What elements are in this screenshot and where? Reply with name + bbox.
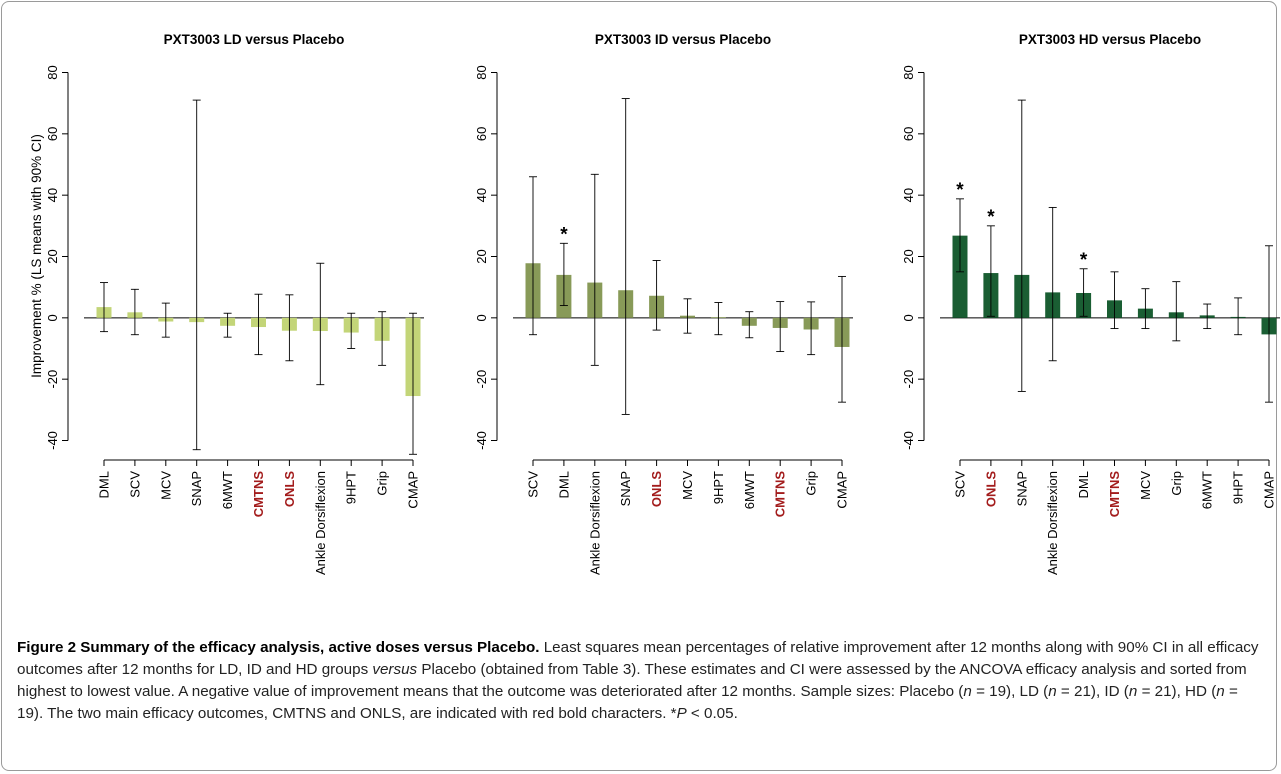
x-tick-label: Ankle Dorsiflexion xyxy=(313,471,328,575)
x-tick-label: CMAP xyxy=(1262,471,1277,509)
caption-size-3: = 21), HD ( xyxy=(1141,683,1217,700)
panel-title: PXT3003 ID versus Placebo xyxy=(595,32,771,47)
bar xyxy=(952,235,968,318)
x-tick-label: CMTNS xyxy=(1107,471,1122,518)
caption-title: Figure 2 Summary of the efficacy analysi… xyxy=(17,639,540,656)
x-tick-label: 9HPT xyxy=(1231,471,1246,504)
x-tick-label: SNAP xyxy=(189,471,204,506)
y-tick-label: 20 xyxy=(901,249,916,263)
caption-italic-versus: versus xyxy=(372,661,418,678)
x-tick-label: 9HPT xyxy=(344,471,359,504)
significance-marker: * xyxy=(560,224,568,245)
x-tick-label: MCV xyxy=(1138,471,1153,500)
caption-size-2: = 21), ID ( xyxy=(1060,683,1129,700)
y-tick-label: 20 xyxy=(45,249,60,263)
caption-text-2: Placebo (obtained from Table 3). These e… xyxy=(17,661,1247,700)
caption-p-symbol: P xyxy=(676,705,687,722)
x-tick-label: SNAP xyxy=(618,471,633,506)
y-tick-label: 60 xyxy=(45,127,60,141)
caption-n-1: n xyxy=(963,683,972,700)
caption-size-4: = 19). The two main efficacy outcomes, C… xyxy=(17,683,1238,722)
x-tick-label: SNAP xyxy=(1014,471,1029,506)
y-tick-label: -20 xyxy=(474,370,489,389)
x-tick-label: DML xyxy=(1076,471,1091,498)
y-tick-label: -20 xyxy=(45,370,60,389)
x-tick-label: Ankle Dorsiflexion xyxy=(587,471,602,575)
x-tick-label: ONLS xyxy=(983,471,998,507)
caption-size-1: = 19), LD ( xyxy=(976,683,1049,700)
x-tick-label: DML xyxy=(556,471,571,498)
x-tick-label: MCV xyxy=(680,471,695,500)
x-tick-label: SCV xyxy=(953,471,968,498)
panel-title: PXT3003 HD versus Placebo xyxy=(1019,32,1201,47)
y-tick-label: -40 xyxy=(901,431,916,450)
significance-marker: * xyxy=(956,180,964,201)
caption-n-3: n xyxy=(1128,683,1138,700)
x-tick-label: CMTNS xyxy=(773,471,788,518)
y-tick-label: 20 xyxy=(474,249,489,263)
figure-charts: PXT3003 LD versus Placebo -40 -20 0 20 40 60 80… xyxy=(29,32,1280,575)
y-axis-label: Improvement % (LS means with 90% CI) xyxy=(29,134,44,378)
y-tick-label: 80 xyxy=(474,65,489,79)
x-tick-label: CMAP xyxy=(406,471,421,509)
x-tick-label: Grip xyxy=(1169,471,1184,496)
caption-text-1: Least squares mean percentages of relati… xyxy=(17,639,1259,678)
x-tick-label: 9HPT xyxy=(711,471,726,504)
y-tick-label: 0 xyxy=(45,314,60,321)
significance-marker: * xyxy=(1080,250,1088,271)
y-tick-label: 60 xyxy=(901,127,916,141)
x-tick-label: Grip xyxy=(375,471,390,496)
x-tick-label: Grip xyxy=(804,471,819,496)
panel-2: PXT3003 ID versus Placebo -40 -20 0 20 40 60 80… xyxy=(474,32,853,575)
y-tick-label: 40 xyxy=(45,188,60,202)
caption-p-text: < 0.05. xyxy=(686,705,738,722)
y-tick-label: -40 xyxy=(474,431,489,450)
y-tick-label: 0 xyxy=(901,314,916,321)
x-tick-label: ONLS xyxy=(649,471,664,507)
x-tick-label: SCV xyxy=(526,471,541,498)
y-tick-label: -40 xyxy=(45,431,60,450)
x-tick-label: 6MWT xyxy=(220,471,235,509)
x-tick-label: DML xyxy=(97,471,112,498)
y-tick-label: 40 xyxy=(901,188,916,202)
caption-n-4: n xyxy=(1216,683,1225,700)
x-tick-label: 6MWT xyxy=(742,471,757,509)
panel-1: PXT3003 LD versus Placebo -40 -20 0 20 40 60 80… xyxy=(29,32,424,575)
y-tick-label: 80 xyxy=(901,65,916,79)
x-tick-label: MCV xyxy=(158,471,173,500)
x-tick-label: 6MWT xyxy=(1200,471,1215,509)
x-tick-label: CMAP xyxy=(835,471,850,509)
x-tick-label: ONLS xyxy=(282,471,297,507)
y-tick-label: 80 xyxy=(45,65,60,79)
panel-title: PXT3003 LD versus Placebo xyxy=(164,32,345,47)
y-tick-label: -20 xyxy=(901,370,916,389)
x-tick-label: SCV xyxy=(127,471,142,498)
x-tick-label: Ankle Dorsiflexion xyxy=(1045,471,1060,575)
x-tick-label: CMTNS xyxy=(251,471,266,518)
significance-marker: * xyxy=(987,207,995,228)
y-tick-label: 40 xyxy=(474,188,489,202)
y-tick-label: 60 xyxy=(474,127,489,141)
figure-caption: Figure 2 Summary of the efficacy analysi… xyxy=(17,637,1267,725)
y-tick-label: 0 xyxy=(474,314,489,321)
panel-3: PXT3003 HD versus Placebo -40 -20 0 20 40 60 80… xyxy=(901,32,1280,575)
caption-n-2: n xyxy=(1048,683,1057,700)
